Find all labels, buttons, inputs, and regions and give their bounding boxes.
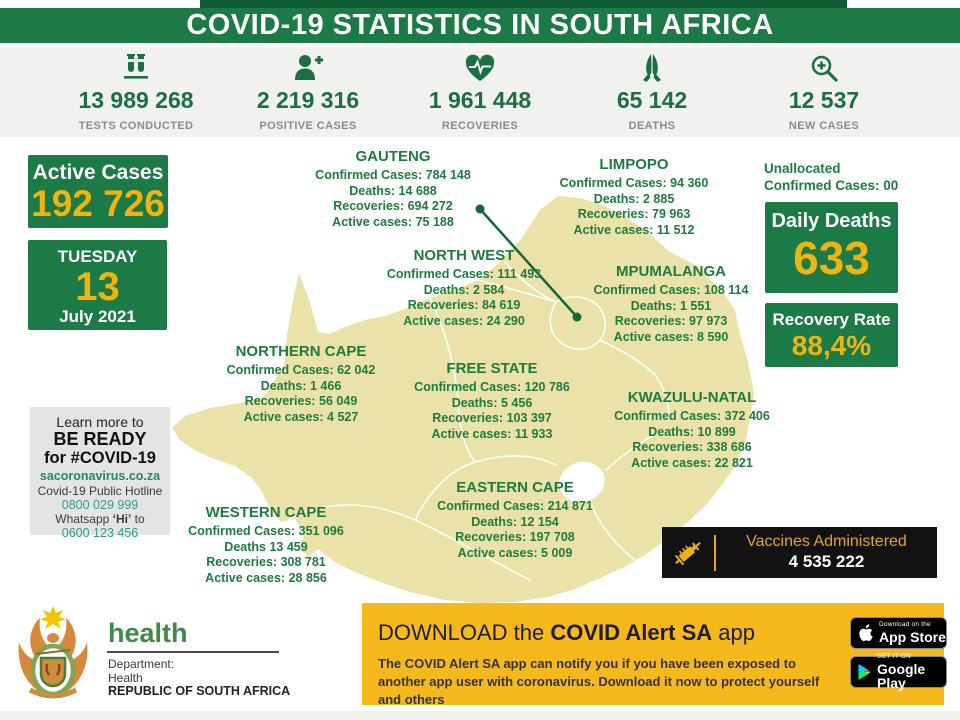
- whatsapp-number: 0600 123 456: [61, 526, 139, 540]
- date-month-year: July 2021: [59, 307, 136, 326]
- hotline-label: Covid-19 Public Hotline: [37, 484, 163, 498]
- date-box: TUESDAY 13 July 2021: [28, 240, 167, 330]
- active-cases-box: Active Cases 192 726: [28, 155, 168, 228]
- praying-hands-icon: [637, 52, 667, 84]
- sacoronavirus-link[interactable]: sacoronavirus.co.za: [39, 469, 161, 483]
- department-line1: Department:: [108, 657, 175, 671]
- stat-tests-conducted: 13 989 268 TESTS CONDUCTED: [50, 47, 222, 137]
- province-western-cape: WESTERN CAPE Confirmed Cases: 351 096 De…: [188, 504, 344, 585]
- recovery-rate-value: 88,4%: [791, 330, 872, 361]
- learn-more-line1: Learn more to: [56, 414, 144, 430]
- lesotho-cutout: [559, 461, 605, 503]
- app-store-badge[interactable]: Download on the App Store: [850, 617, 947, 649]
- learn-more-line3: for #COVID-19: [44, 449, 156, 467]
- covid-alert-banner: DOWNLOAD the COVID Alert SA app The COVI…: [362, 603, 944, 707]
- badge-bottom-text: Google Play: [877, 661, 926, 692]
- daily-deaths-box: Daily Deaths 633: [765, 202, 898, 293]
- bottom-strip: [0, 711, 960, 720]
- header-bar: COVID-19 STATISTICS IN SOUTH AFRICA: [0, 8, 960, 43]
- vaccines-divider: [714, 534, 716, 571]
- vaccines-label: Vaccines Administered: [746, 533, 907, 550]
- stat-value: 2 219 316: [256, 87, 360, 113]
- active-cases-value: 192 726: [31, 183, 165, 224]
- top-dark-strip: [200, 0, 847, 8]
- south-africa-map: [172, 196, 754, 603]
- coat-of-arms-logo: [18, 606, 88, 699]
- stat-label: POSITIVE CASES: [259, 120, 357, 132]
- whatsapp-line: Whatsapp ‘Hi’ to: [55, 512, 145, 526]
- syringe-icon: [662, 536, 714, 570]
- province-eastern-cape: EASTERN CAPE Confirmed Cases: 214 871 De…: [437, 479, 593, 560]
- province-free-state: FREE STATE Confirmed Cases: 120 786 Deat…: [414, 360, 570, 441]
- learn-more-box: Learn more to BE READY for #COVID-19 sac…: [30, 407, 170, 540]
- gauteng-pointer-line: [475, 204, 582, 322]
- province-mpumalanga: MPUMALANGA Confirmed Cases: 108 114 Deat…: [593, 263, 749, 344]
- hotline-number: 0800 029 999: [61, 498, 139, 512]
- daily-deaths-value: 633: [793, 232, 870, 284]
- province-northern-cape: NORTHERN CAPE Confirmed Cases: 62 042 De…: [226, 343, 376, 424]
- vaccines-box: Vaccines Administered 4 535 222: [662, 527, 937, 578]
- badge-top-text: GET IT ON: [877, 652, 912, 660]
- badge-top-text: Download on the: [879, 620, 931, 628]
- stat-recoveries: 1 961 448 RECOVERIES: [394, 47, 566, 137]
- province-kwazulu-natal: KWAZULU-NATAL Confirmed Cases: 372 406 D…: [614, 389, 770, 470]
- page-title: COVID-19 STATISTICS IN SOUTH AFRICA: [186, 9, 774, 41]
- date-weekday: TUESDAY: [57, 247, 138, 266]
- stat-label: RECOVERIES: [441, 120, 519, 132]
- recovery-rate-box: Recovery Rate 88,4%: [765, 303, 898, 367]
- province-gauteng: GAUTENG Confirmed Cases: 784 148 Deaths:…: [315, 148, 471, 229]
- vaccines-value: 4 535 222: [788, 552, 865, 571]
- stat-value: 13 989 268: [78, 87, 194, 113]
- apple-icon: [858, 624, 873, 642]
- national-stats-band: 13 989 268 TESTS CONDUCTED 2 219 316 POS…: [0, 47, 960, 137]
- learn-more-line2: BE READY: [53, 429, 147, 449]
- stat-value: 1 961 448: [428, 87, 532, 113]
- stat-label: TESTS CONDUCTED: [78, 120, 194, 132]
- health-logo-rule: [107, 651, 279, 653]
- stat-positive-cases: 2 219 316 POSITIVE CASES: [222, 47, 394, 137]
- test-tubes-icon: [121, 52, 151, 84]
- stat-value: 65 142: [616, 87, 688, 113]
- google-play-badge[interactable]: GET IT ON Google Play: [850, 652, 947, 692]
- health-logo-text: health: [108, 618, 188, 648]
- active-cases-label: Active Cases: [32, 161, 164, 184]
- stat-value: 12 537: [788, 87, 860, 113]
- badge-bottom-text: App Store: [879, 629, 946, 646]
- google-play-icon: [858, 664, 871, 680]
- stat-new-cases: 12 537 NEW CASES: [738, 47, 910, 137]
- heart-pulse-icon: [464, 52, 496, 84]
- covid-alert-title: DOWNLOAD the COVID Alert SA app: [378, 620, 755, 645]
- department-line2: Health: [108, 671, 143, 685]
- daily-deaths-label: Daily Deaths: [771, 210, 892, 232]
- department-line3: REPUBLIC OF SOUTH AFRICA: [108, 684, 291, 698]
- date-day: 13: [75, 265, 120, 309]
- country-outline: [172, 196, 754, 603]
- stat-label: NEW CASES: [788, 120, 860, 132]
- person-plus-icon: [292, 52, 324, 84]
- stat-label: DEATHS: [628, 120, 676, 132]
- unallocated-cases: Unallocated Confirmed Cases: 00: [764, 161, 899, 193]
- stat-deaths: 65 142 DEATHS: [566, 47, 738, 137]
- province-limpopo: LIMPOPO Confirmed Cases: 94 360 Deaths: …: [559, 156, 709, 237]
- province-north-west: NORTH WEST Confirmed Cases: 111 493 Deat…: [386, 247, 542, 328]
- magnifier-plus-icon: [809, 52, 839, 84]
- covid-alert-description: The COVID Alert SA app can notify you if…: [378, 656, 820, 707]
- recovery-rate-label: Recovery Rate: [772, 310, 891, 329]
